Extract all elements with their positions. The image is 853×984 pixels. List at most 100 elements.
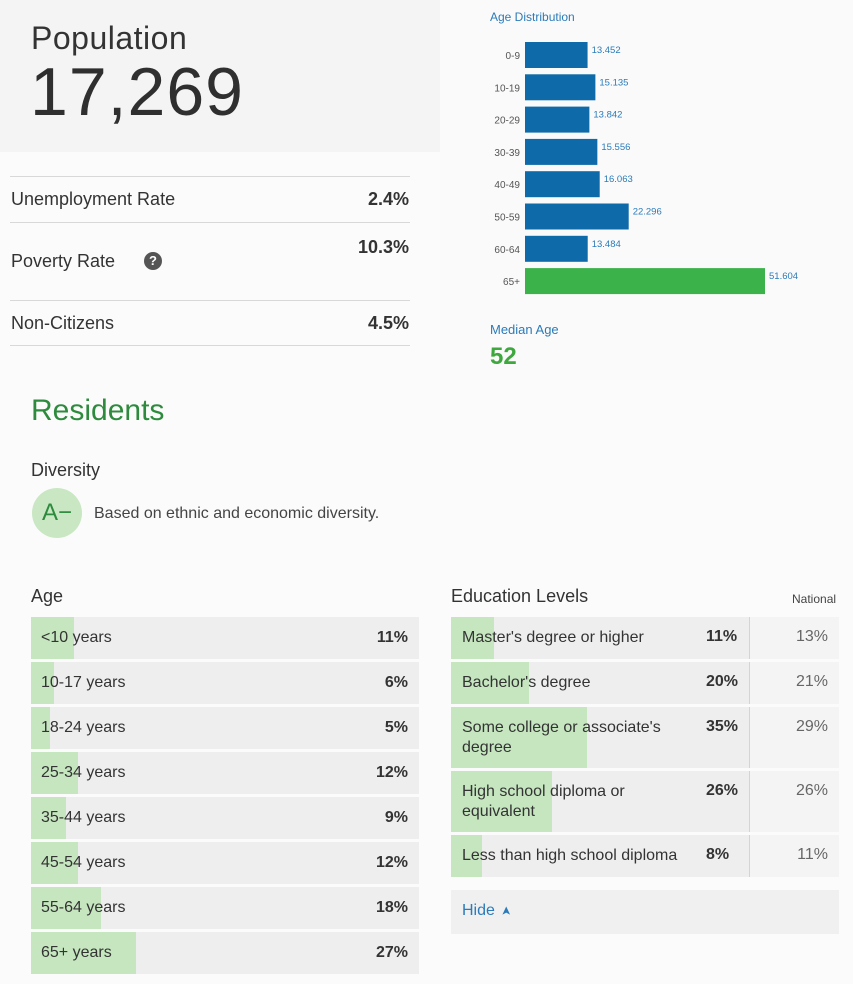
national-value: 21% xyxy=(795,673,828,690)
residents-section: Residents Diversity A− Based on ethnic a… xyxy=(0,380,853,984)
population-title: Population xyxy=(31,20,188,56)
age-row-label: 55-64 years xyxy=(41,899,126,916)
age-row-label: 10-17 years xyxy=(41,674,126,691)
national-column-header: National xyxy=(792,592,837,606)
tick-label: 50-59 xyxy=(494,213,520,224)
education-row: High school diploma or equivalent 26% 26… xyxy=(451,771,839,832)
tick-label: 20-29 xyxy=(494,116,520,127)
age-fill-bar xyxy=(31,662,55,704)
age-row: 65+ years 27% xyxy=(31,932,419,974)
data-label: 15.135 xyxy=(599,77,628,88)
data-label: 22.296 xyxy=(633,207,662,218)
data-label: 13.484 xyxy=(592,239,621,250)
age-row-value: 9% xyxy=(384,809,408,826)
education-row-label: Some college or associate's degree xyxy=(462,719,661,756)
education-row-value: 26% xyxy=(706,782,739,799)
age-row-value: 11% xyxy=(376,629,408,646)
bar-65+ xyxy=(525,268,765,295)
bar-40-49 xyxy=(525,171,600,198)
hide-panel: Hide ➤ xyxy=(451,890,839,934)
national-value: 26% xyxy=(795,782,828,799)
education-row-value: 11% xyxy=(706,628,738,645)
hide-button[interactable]: Hide ➤ xyxy=(462,902,513,920)
age-row-label: 18-24 years xyxy=(41,719,126,736)
stat-row-unemployment: Unemployment Rate 2.4% xyxy=(10,176,410,222)
stat-value: 4.5% xyxy=(367,313,409,333)
residents-title: Residents xyxy=(31,394,165,427)
age-fill-bar xyxy=(31,887,101,929)
education-row: Bachelor's degree 20% 21% xyxy=(451,662,839,704)
diversity-description: Based on ethnic and economic diversity. xyxy=(94,505,380,522)
education-fill-bar xyxy=(451,662,529,704)
age-row-value: 5% xyxy=(384,719,408,736)
national-cell: 26% xyxy=(749,771,839,832)
hide-label: Hide xyxy=(462,902,495,919)
data-label: 13.452 xyxy=(592,45,621,56)
bar-30-39 xyxy=(525,138,598,165)
education-section-title: Education Levels xyxy=(451,586,589,606)
tick-label: 30-39 xyxy=(494,148,520,159)
education-row-label: Less than high school diploma xyxy=(462,847,678,864)
age-fill-bar xyxy=(31,707,51,749)
age-row-value: 18% xyxy=(375,899,408,916)
education-fill-bar xyxy=(451,771,552,832)
education-row-label: Master's degree or higher xyxy=(462,629,644,646)
chevron-up-icon: ➤ xyxy=(498,905,513,917)
chart-title: Age Distribution xyxy=(490,10,575,24)
bar-0-9 xyxy=(525,42,588,68)
population-value: 17,269 xyxy=(30,54,244,130)
age-row-value: 12% xyxy=(375,854,408,871)
stat-value: 2.4% xyxy=(367,189,409,209)
diversity-title: Diversity xyxy=(31,460,101,480)
age-fill-bar xyxy=(31,842,78,884)
age-row-label: 35-44 years xyxy=(41,809,126,826)
education-row-value: 35% xyxy=(706,718,739,735)
median-age-value: 52 xyxy=(490,343,517,370)
age-row-value: 27% xyxy=(375,944,408,961)
age-section-title: Age xyxy=(31,586,64,606)
stats-panel: Unemployment Rate 2.4% Poverty Rate ? 10… xyxy=(0,152,440,380)
age-fill-bar xyxy=(31,752,78,794)
stat-value: 10.3% xyxy=(357,237,409,257)
education-row-value: 20% xyxy=(706,673,739,690)
education-row-label: Bachelor's degree xyxy=(462,674,591,691)
age-row: 55-64 years 18% xyxy=(31,887,419,929)
diversity-grade-badge: A− xyxy=(32,488,82,538)
age-row: 25-34 years 12% xyxy=(31,752,419,794)
age-row-label: 65+ years xyxy=(41,944,112,961)
education-row-value: 8% xyxy=(706,846,730,863)
bar-60-64 xyxy=(525,235,588,262)
education-row: Master's degree or higher 11% 13% xyxy=(451,617,839,659)
bar-10-19 xyxy=(525,74,596,101)
national-value: 29% xyxy=(795,718,828,735)
age-row: 18-24 years 5% xyxy=(31,707,419,749)
question-circle-icon[interactable]: ? xyxy=(144,252,162,270)
age-row-value: 12% xyxy=(375,764,408,781)
age-fill-bar xyxy=(31,797,66,839)
data-label: 16.063 xyxy=(604,174,633,185)
data-label: 15.556 xyxy=(601,142,630,153)
age-row-label: <10 years xyxy=(41,629,112,646)
stat-row-poverty: Poverty Rate ? 10.3% xyxy=(10,222,410,300)
education-fill-bar xyxy=(451,617,494,659)
national-value: 11% xyxy=(797,846,828,863)
tick-label: 10-19 xyxy=(494,83,520,94)
tick-label: 65+ xyxy=(503,277,520,288)
age-row-value: 6% xyxy=(384,674,408,691)
stat-label: Non-Citizens xyxy=(11,313,115,333)
stat-label: Poverty Rate xyxy=(11,251,116,271)
tick-label: 40-49 xyxy=(494,180,520,191)
tick-label: 0-9 xyxy=(506,51,521,62)
stat-row-non-citizens: Non-Citizens 4.5% xyxy=(10,300,410,346)
bar-50-59 xyxy=(525,203,629,230)
national-cell: 21% xyxy=(749,662,839,704)
median-age-label: Median Age xyxy=(490,322,559,337)
population-panel: Population 17,269 xyxy=(0,0,440,152)
data-label: 13.842 xyxy=(593,110,622,121)
education-row-label: High school diploma or equivalent xyxy=(462,783,625,820)
data-label: 51.604 xyxy=(769,271,798,282)
tick-label: 60-64 xyxy=(494,245,520,256)
age-row: 35-44 years 9% xyxy=(31,797,419,839)
bar-20-29 xyxy=(525,106,590,133)
age-distribution-panel: Age Distribution 0-9 13.452 10-19 15.135 20-… xyxy=(440,0,853,380)
